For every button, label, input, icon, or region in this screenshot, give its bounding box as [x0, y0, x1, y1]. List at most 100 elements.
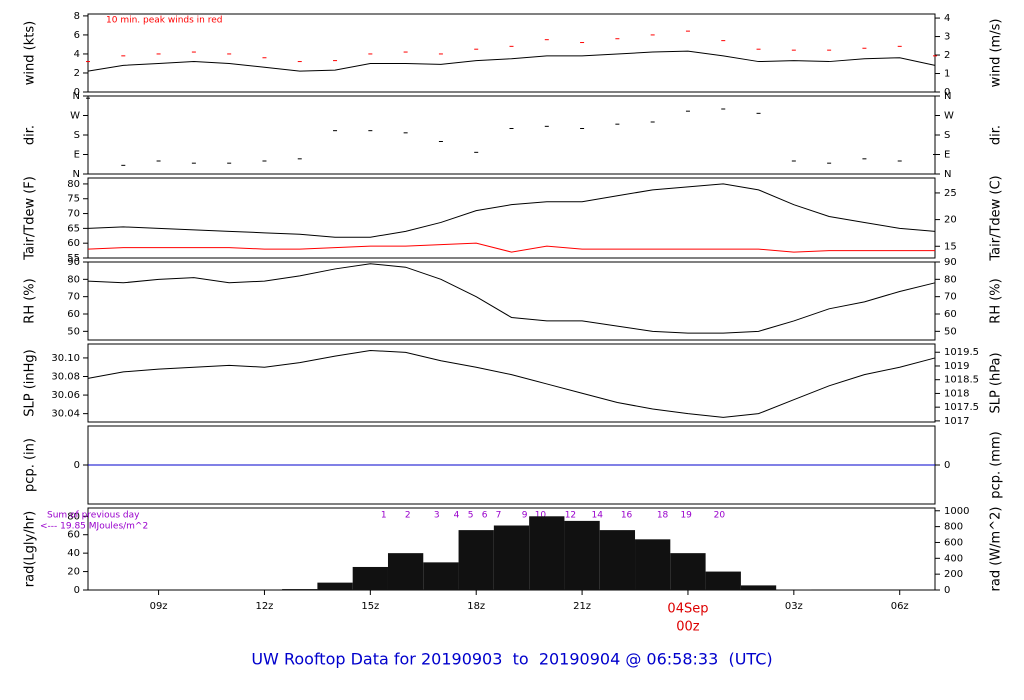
y-tick-label: 70	[67, 292, 80, 303]
annotation: <--- 19.85 MJoules/m^2	[40, 522, 148, 532]
y-axis-label: wind (kts)	[23, 21, 38, 85]
x-tick-label: 21z	[573, 601, 591, 612]
bar	[282, 589, 318, 590]
y2-tick-label: 1000	[944, 506, 969, 517]
bar	[529, 516, 565, 590]
y2-tick-label: 400	[944, 553, 963, 564]
y2-tick-label: 0	[944, 585, 950, 596]
date-label: 04Sep	[667, 602, 708, 617]
panel-frame	[87, 343, 936, 423]
panel-frame	[87, 177, 936, 259]
y2-tick-label: 0	[944, 460, 950, 471]
series-line	[87, 263, 936, 334]
hour-mark-label: 12	[565, 511, 576, 521]
y-tick-label: 20	[67, 567, 80, 578]
y2-axis-label: SLP (hPa)	[989, 352, 1004, 413]
bar	[599, 530, 636, 590]
hour-mark-label: 2	[405, 511, 411, 521]
bar	[493, 525, 530, 590]
y2-axis-label: rad (W/m^2)	[989, 507, 1004, 592]
y-axis-label: Tair/Tdew (F)	[23, 176, 38, 261]
y2-tick-label: 2	[944, 50, 950, 61]
series-line	[87, 183, 936, 238]
series-line	[87, 242, 935, 253]
hour-mark-label: 5	[468, 511, 474, 521]
y2-tick-label: 1017.5	[944, 402, 979, 413]
y-tick-label: 75	[67, 194, 80, 205]
y-axis-label: pcp. (in)	[23, 438, 38, 492]
y2-tick-label: 50	[944, 326, 957, 337]
x-tick-label: 15z	[361, 601, 379, 612]
y2-tick-label: 60	[944, 309, 957, 320]
x-tick-label: 09z	[150, 601, 168, 612]
x-tick-label: 06z	[891, 601, 909, 612]
series-line	[87, 349, 936, 418]
y2-axis-label: RH (%)	[989, 278, 1004, 323]
bar	[740, 585, 777, 590]
bar	[670, 553, 706, 590]
y-tick-label: S	[74, 130, 80, 141]
y2-tick-label: W	[944, 111, 954, 122]
hour-mark-label: 18	[657, 511, 669, 521]
y-axis-label: rad(Lgly/hr)	[23, 511, 38, 587]
x-tick-label: 12z	[255, 601, 273, 612]
y-tick-label: 70	[67, 209, 80, 220]
hour-mark-label: 4	[454, 511, 460, 521]
bar	[564, 520, 600, 590]
y2-tick-label: 90	[944, 257, 957, 268]
y2-tick-label: 1	[944, 69, 950, 80]
y-tick-label: N	[73, 91, 80, 102]
panel-frame	[87, 261, 936, 341]
y-tick-label: N	[73, 169, 80, 180]
bar	[423, 562, 459, 590]
y2-axis-label: Tair/Tdew (C)	[989, 175, 1004, 261]
y-tick-label: 90	[67, 257, 80, 268]
y-tick-label: 6	[74, 30, 80, 41]
y-tick-label: 0	[74, 87, 80, 98]
hour-mark-label: 3	[434, 511, 440, 521]
hour-mark-label: 6	[482, 511, 488, 521]
y-tick-label: 80	[67, 274, 80, 285]
hour-mark-label: 9	[522, 511, 528, 521]
y2-tick-label: 25	[944, 188, 957, 199]
y-tick-label: 30.08	[51, 372, 80, 383]
y2-tick-label: 15	[944, 241, 957, 252]
x-tick-label: 00z	[676, 620, 700, 635]
y-tick-label: 0	[74, 585, 80, 596]
y-axis-label: RH (%)	[23, 278, 38, 323]
y2-tick-label: 600	[944, 537, 963, 548]
y2-tick-label: 1019	[944, 361, 969, 372]
y2-tick-label: 70	[944, 292, 957, 303]
y-tick-label: 8	[74, 11, 80, 22]
annotation: Sum of previous day	[47, 511, 140, 521]
bar	[635, 539, 671, 590]
y2-tick-label: 800	[944, 522, 963, 533]
hour-mark-label: 10	[535, 511, 547, 521]
bar	[387, 553, 424, 590]
bar	[458, 530, 494, 590]
series-line	[87, 50, 936, 72]
hour-mark-label: 1	[381, 511, 387, 521]
y-tick-label: 30.06	[51, 390, 80, 401]
x-tick-label: 18z	[467, 601, 485, 612]
y2-tick-label: E	[944, 150, 950, 161]
y2-tick-label: 1018	[944, 388, 969, 399]
y2-tick-label: N	[944, 91, 951, 102]
hour-mark-label: 14	[592, 511, 604, 521]
y-tick-label: 30.04	[51, 409, 80, 420]
y2-tick-label: N	[944, 169, 951, 180]
y2-tick-label: 80	[944, 274, 957, 285]
y-tick-label: 30.10	[51, 353, 80, 364]
y-tick-label: W	[70, 111, 80, 122]
y-tick-label: 60	[67, 530, 80, 541]
y-tick-label: 80	[67, 511, 80, 522]
y2-tick-label: S	[944, 130, 950, 141]
y-tick-label: 4	[74, 49, 80, 60]
x-tick-label: 03z	[785, 601, 803, 612]
y-tick-label: 2	[74, 68, 80, 79]
panel-frame	[87, 13, 936, 93]
footer-title: UW Rooftop Data for 20190903 to 20190904…	[251, 650, 772, 669]
y2-axis-label: dir.	[989, 125, 1004, 145]
